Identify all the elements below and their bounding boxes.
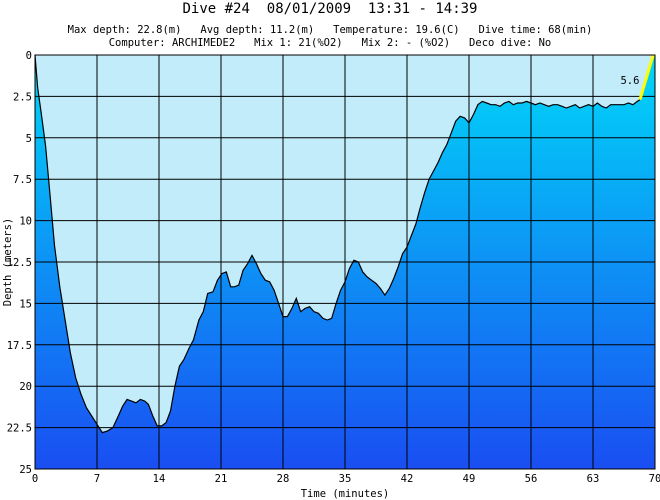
dive-computer-line: Computer: ARCHIMEDE2 Mix 1: 21(%O2) Mix … [108, 37, 552, 49]
y-tick-label: 25 [19, 464, 32, 476]
x-tick-label: 14 [153, 473, 166, 485]
y-tick-label: 20 [19, 381, 32, 393]
ascent-annotation: 5.6 [620, 75, 639, 87]
dive-stats-line: Max depth: 22.8(m) Avg depth: 11.2(m) Te… [67, 24, 593, 36]
dive-title: Dive #24 08/01/2009 13:31 - 14:39 [182, 1, 478, 17]
x-tick-label: 49 [463, 473, 476, 485]
x-axis-label: Time (minutes) [301, 488, 390, 500]
y-axis-label: Depth (meters) [2, 218, 14, 307]
y-tick-label: 0 [26, 50, 32, 62]
y-tick-label: 7.5 [13, 174, 32, 186]
x-tick-label: 63 [587, 473, 600, 485]
tick-labels: 0 7 14 21 28 35 42 49 56 63 70 0 2.5 5 7.5 10 12.5 15 17.5… [7, 50, 660, 485]
grid [35, 55, 655, 469]
ascent-segment [638, 54, 655, 101]
y-tick-label: 2.5 [13, 91, 32, 103]
y-tick-label: 5 [26, 133, 32, 145]
x-tick-label: 35 [339, 473, 352, 485]
y-tick-label: 12.5 [7, 257, 32, 269]
y-tick-label: 22.5 [7, 423, 32, 435]
x-tick-label: 7 [94, 473, 100, 485]
y-tick-label: 17.5 [7, 340, 32, 352]
x-tick-label: 0 [32, 473, 38, 485]
y-tick-label: 15 [19, 298, 32, 310]
surface-area [35, 55, 654, 433]
x-tick-label: 70 [649, 473, 660, 485]
plot-frame [34, 54, 656, 470]
x-tick-label: 42 [401, 473, 414, 485]
y-tick-label: 10 [19, 216, 32, 228]
depth-profile-line [34, 54, 641, 434]
x-tick-label: 56 [525, 473, 538, 485]
x-tick-label: 28 [277, 473, 290, 485]
x-tick-label: 21 [215, 473, 228, 485]
